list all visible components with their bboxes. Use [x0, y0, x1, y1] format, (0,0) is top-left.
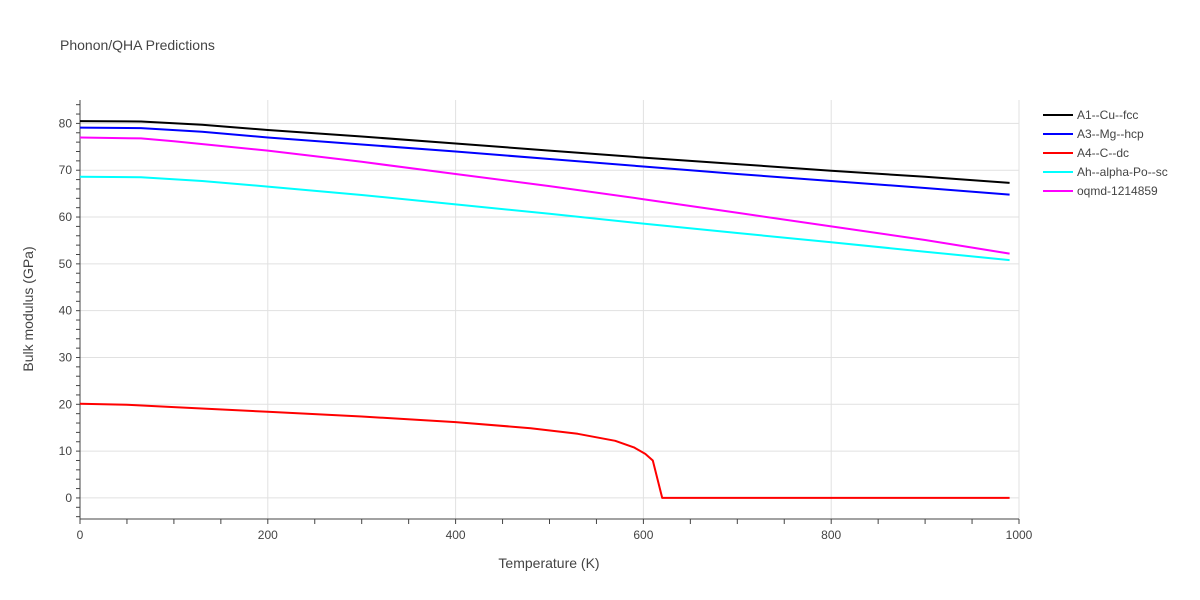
axes [76, 100, 1020, 524]
y-tick-label: 70 [59, 163, 73, 177]
y-axis-title: Bulk modulus (GPa) [20, 246, 36, 371]
y-tick-label: 80 [59, 116, 73, 130]
series-line-1 [79, 126, 1010, 196]
x-tick-label: 0 [77, 528, 84, 542]
y-tick-label: 0 [65, 491, 72, 505]
legend-item[interactable]: A4--C--dc [1043, 146, 1129, 160]
legend-item[interactable]: Ah--alpha-Po--sc [1043, 165, 1168, 179]
x-tick-label: 600 [633, 528, 653, 542]
series-line-0 [79, 120, 1010, 184]
series-line-2 [79, 402, 1010, 499]
series-line-3 [79, 175, 1010, 262]
x-tick-label: 200 [258, 528, 278, 542]
y-tick-label: 30 [59, 350, 73, 364]
legend-item[interactable]: A1--Cu--fcc [1043, 108, 1138, 122]
grid [80, 100, 1020, 519]
x-axis-ticks: 0 200 400 600 800 1000 [77, 528, 1033, 542]
y-tick-label: 50 [59, 257, 73, 271]
x-tick-label: 400 [446, 528, 466, 542]
x-tick-label: 800 [821, 528, 841, 542]
series-line-4 [79, 136, 1010, 255]
y-tick-label: 60 [59, 210, 73, 224]
legend-label: A1--Cu--fcc [1077, 108, 1138, 122]
y-tick-label: 20 [59, 397, 73, 411]
legend-label: oqmd-1214859 [1077, 184, 1158, 198]
y-axis-ticks: 0 10 20 30 40 50 60 70 80 [59, 116, 73, 505]
legend-item[interactable]: oqmd-1214859 [1043, 184, 1158, 198]
y-tick-label: 10 [59, 444, 73, 458]
plot-area [79, 120, 1010, 499]
x-axis-title: Temperature (K) [498, 555, 599, 571]
legend-label: A4--C--dc [1077, 146, 1129, 160]
legend[interactable]: A1--Cu--fcc A3--Mg--hcp A4--C--dc Ah--alpha… [1043, 108, 1168, 198]
legend-item[interactable]: A3--Mg--hcp [1043, 127, 1144, 141]
x-tick-label: 1000 [1006, 528, 1033, 542]
legend-label: Ah--alpha-Po--sc [1077, 165, 1168, 179]
chart-title: Phonon/QHA Predictions [60, 37, 215, 53]
y-tick-label: 40 [59, 304, 73, 318]
legend-label: A3--Mg--hcp [1077, 127, 1144, 141]
